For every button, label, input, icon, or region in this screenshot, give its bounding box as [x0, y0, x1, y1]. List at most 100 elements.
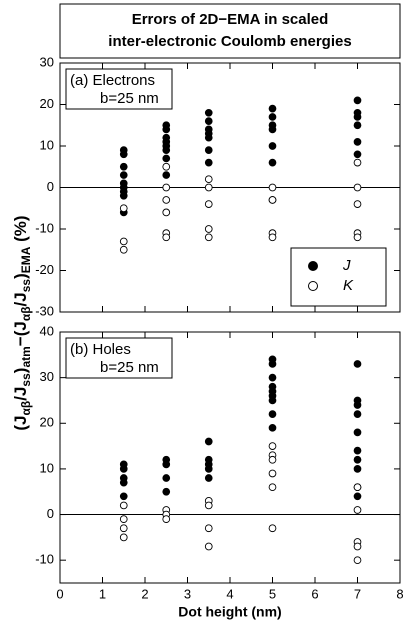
- y-axis-label-part: ): [11, 273, 30, 279]
- x-tick-label: 0: [56, 586, 63, 601]
- y-axis-label-part: αβ: [19, 306, 33, 321]
- data-point: [353, 233, 362, 242]
- legend-marker: [308, 281, 318, 291]
- y-axis-label-part: ): [11, 368, 30, 374]
- y-tick-label: -20: [35, 262, 54, 277]
- annotation: b=25 nm: [100, 90, 159, 107]
- data-point: [204, 233, 213, 242]
- y-axis-label-part: atm: [19, 346, 33, 367]
- data-point: [268, 196, 277, 204]
- data-point: [119, 492, 128, 501]
- data-point: [204, 225, 213, 233]
- data-point: [353, 401, 362, 409]
- y-tick-label: 30: [40, 54, 54, 69]
- data-point: [353, 121, 362, 130]
- data-point: [268, 469, 277, 478]
- data-point: [119, 465, 128, 473]
- data-point: [204, 158, 213, 167]
- y-axis-label-part: −(J: [11, 321, 30, 346]
- data-point: [119, 478, 128, 487]
- x-tick-label: 2: [141, 586, 148, 601]
- data-point: [119, 524, 128, 533]
- y-tick-label: 30: [40, 369, 54, 384]
- annotation-box: [65, 337, 173, 379]
- data-point: [204, 501, 213, 510]
- data-point: [119, 150, 128, 159]
- data-point: [353, 96, 362, 105]
- annotation: (a) Electrons: [70, 72, 155, 89]
- y-axis-label-part: /J: [11, 292, 30, 306]
- data-point: [204, 474, 213, 482]
- data-point: [162, 460, 171, 469]
- data-point: [204, 200, 213, 208]
- y-axis-label-part: ss: [19, 373, 33, 387]
- x-tick-label: 3: [184, 586, 191, 601]
- y-tick-label: 0: [47, 179, 54, 194]
- data-point: [162, 162, 171, 171]
- data-point: [353, 556, 362, 565]
- data-point: [268, 410, 277, 418]
- data-point: [119, 237, 128, 246]
- data-point: [204, 117, 213, 125]
- legend-box: [290, 247, 387, 307]
- data-point: [268, 142, 277, 150]
- data-point: [353, 465, 362, 473]
- data-point: [204, 133, 213, 142]
- x-tick-label: 8: [396, 586, 403, 601]
- data-point: [204, 175, 213, 184]
- data-point: [268, 158, 277, 167]
- data-point: [268, 442, 277, 450]
- data-point: [268, 423, 277, 432]
- y-axis-label: (Jαβ/Jss)atm−(Jαβ/Jss)EMA (%): [11, 215, 33, 430]
- y-tick-label: 20: [40, 96, 54, 111]
- data-point: [204, 465, 213, 473]
- data-point: [162, 125, 171, 134]
- y-axis-label-part: ss: [19, 279, 33, 293]
- data-point: [268, 233, 277, 242]
- y-tick-label: 40: [40, 323, 54, 338]
- y-axis-label-part: αβ: [19, 401, 33, 416]
- data-point: [119, 515, 128, 523]
- y-tick-label: 10: [40, 137, 54, 152]
- data-point: [268, 524, 277, 533]
- data-point: [119, 533, 128, 542]
- y-axis-label-part: /J: [11, 387, 30, 401]
- data-point: [353, 150, 362, 159]
- y-tick-label: -10: [35, 552, 54, 567]
- y-axis-label-part: (%): [11, 215, 30, 246]
- data-point: [353, 446, 362, 455]
- data-point: [353, 506, 362, 514]
- chart-title: Errors of 2D−EMA in scaled: [132, 11, 329, 28]
- y-tick-label: -30: [35, 303, 54, 318]
- data-point: [204, 146, 213, 155]
- y-tick-label: 0: [47, 506, 54, 521]
- data-point: [353, 483, 362, 492]
- data-point: [268, 396, 277, 405]
- y-tick-label: 10: [40, 460, 54, 475]
- data-point: [353, 113, 362, 121]
- legend-label: K: [343, 277, 354, 294]
- data-point: [162, 487, 171, 496]
- data-point: [268, 483, 277, 492]
- data-point: [162, 196, 171, 204]
- data-point: [353, 542, 362, 551]
- data-point: [162, 233, 171, 242]
- data-point: [162, 515, 171, 523]
- annotation-box: [65, 68, 173, 110]
- data-point: [119, 501, 128, 510]
- data-point: [268, 183, 277, 192]
- x-tick-label: 6: [311, 586, 318, 601]
- annotation: b=25 nm: [100, 359, 159, 376]
- data-point: [353, 360, 362, 368]
- data-point: [353, 455, 362, 464]
- data-point: [268, 373, 277, 382]
- data-point: [119, 204, 128, 213]
- data-point: [204, 524, 213, 533]
- data-point: [119, 162, 128, 171]
- y-tick-label: 20: [40, 415, 54, 430]
- data-point: [353, 200, 362, 208]
- legend-label: J: [342, 257, 351, 274]
- data-point: [353, 428, 362, 437]
- y-tick-label: -10: [35, 220, 54, 235]
